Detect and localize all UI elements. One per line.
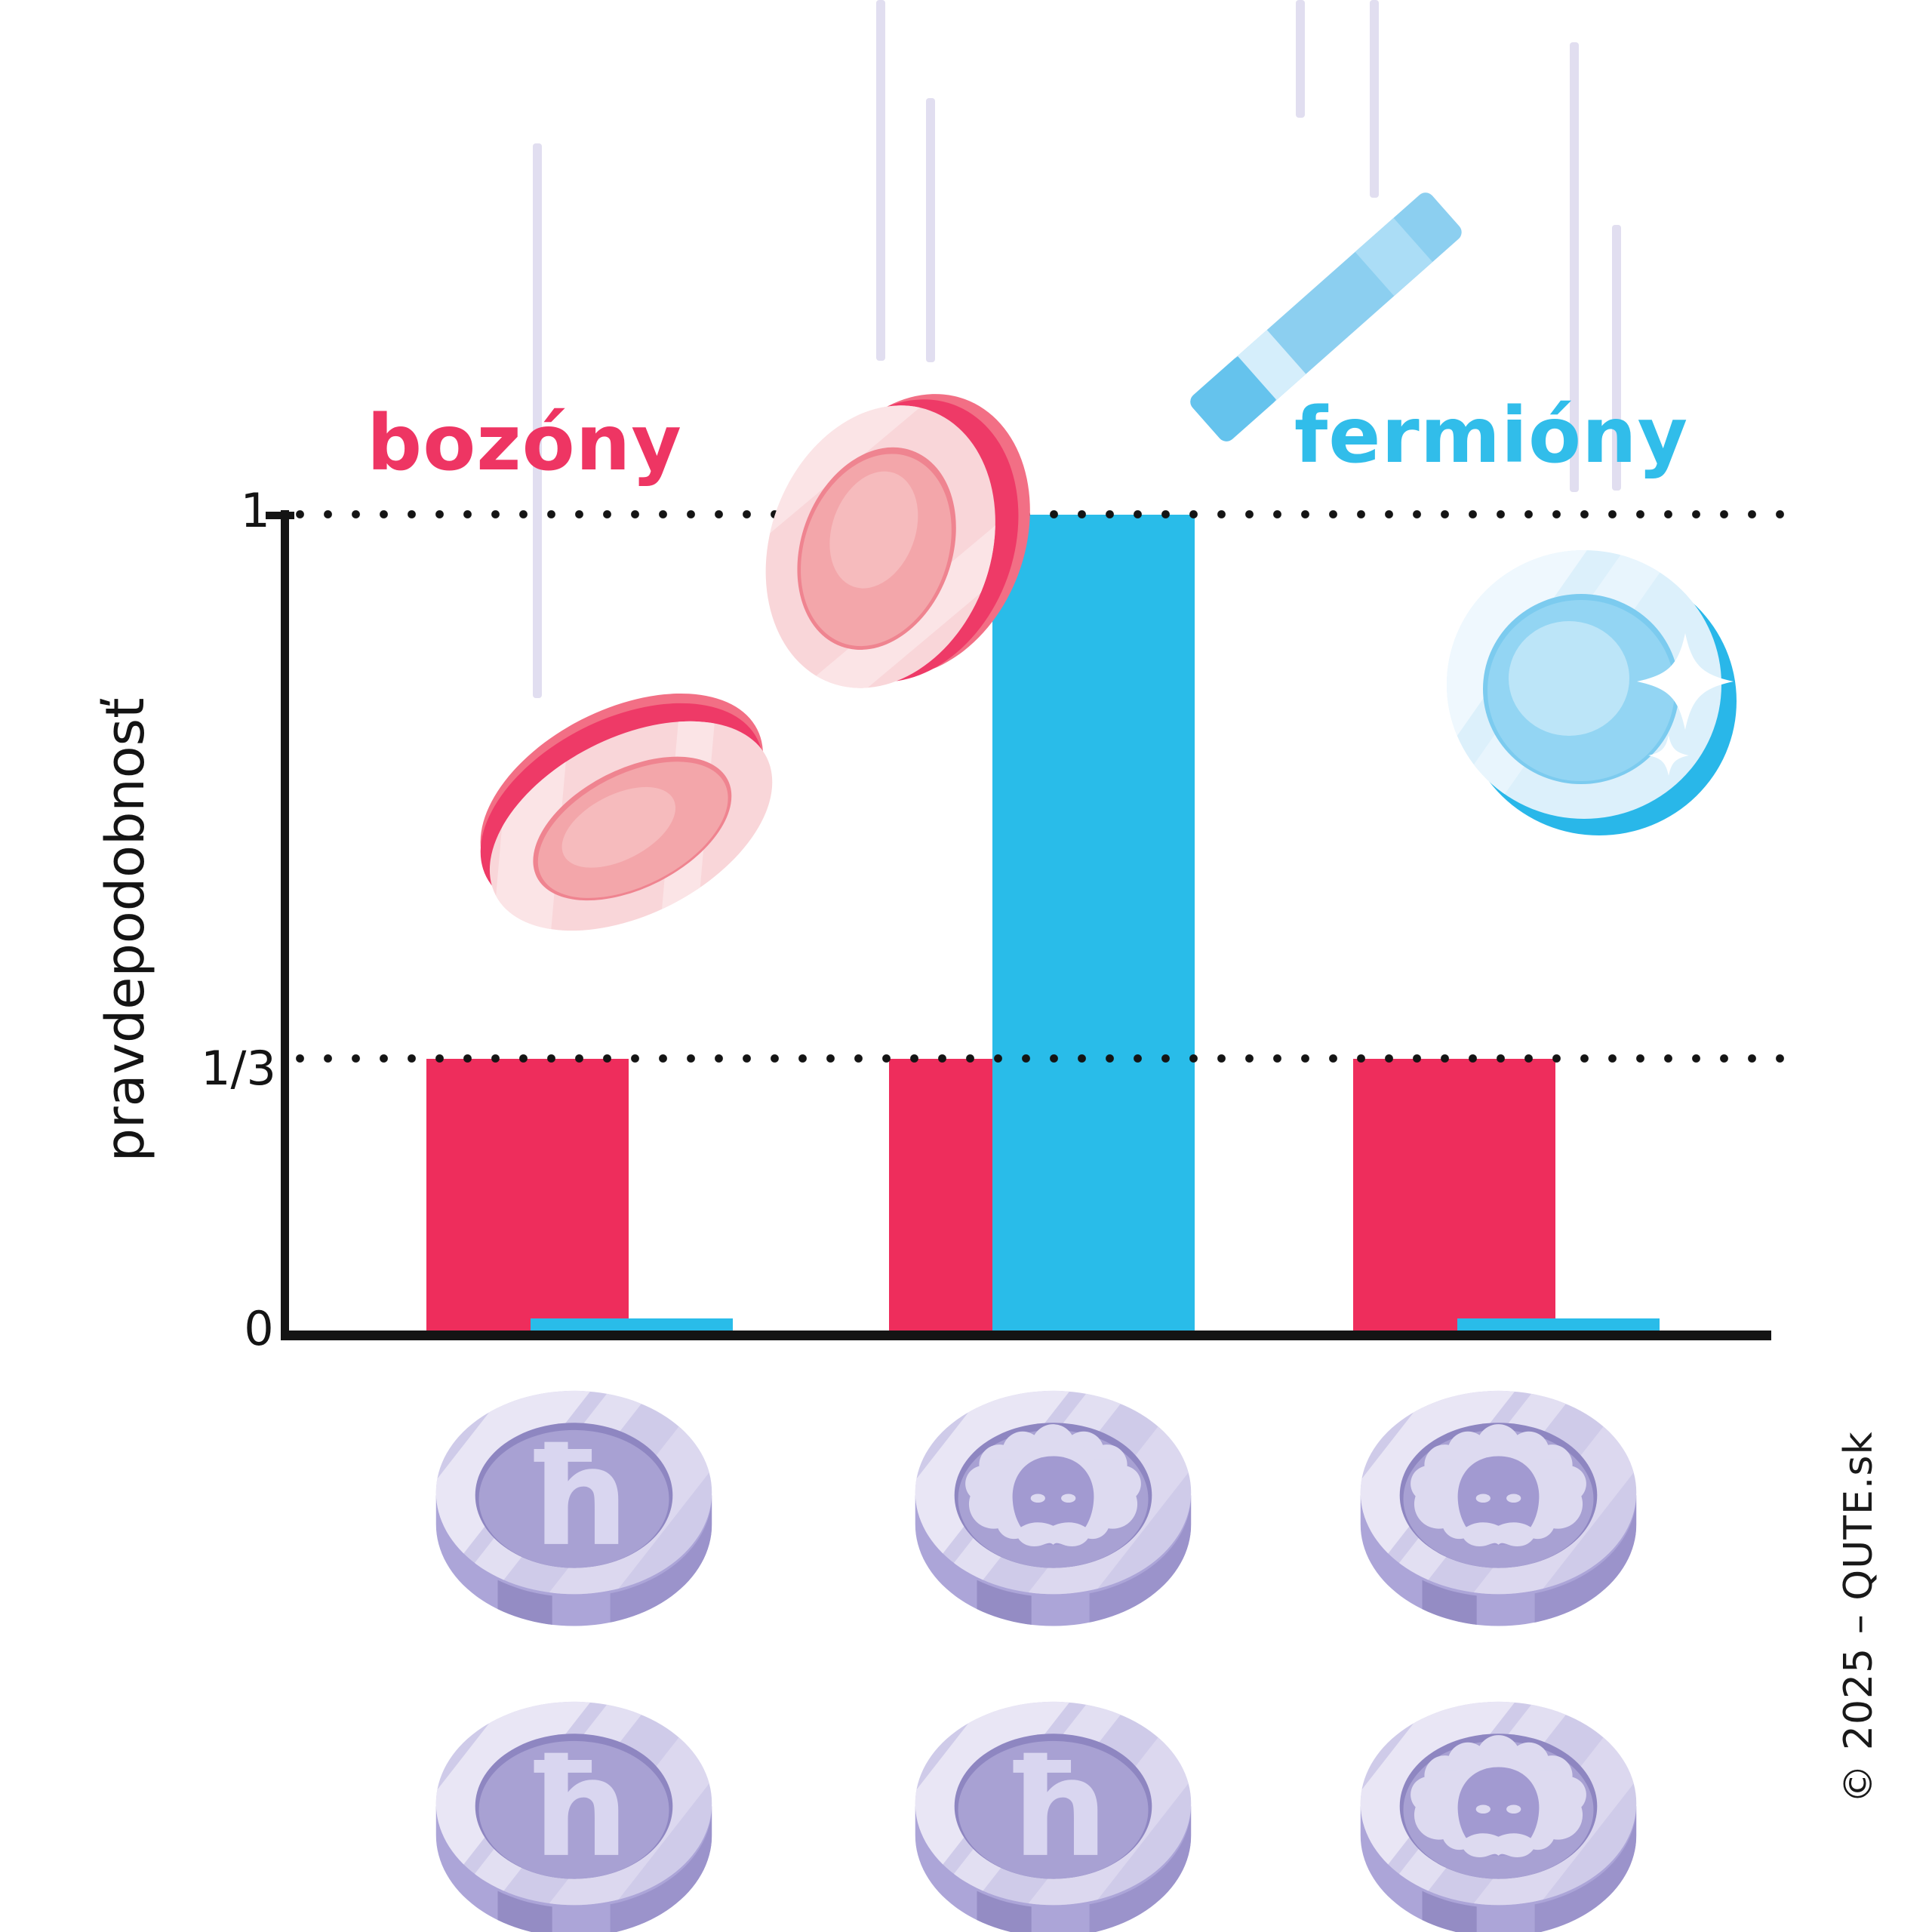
motion-streak xyxy=(1370,0,1379,198)
outcome-coin-icon xyxy=(1353,1700,1644,1932)
y-axis-line xyxy=(281,510,289,1340)
y-axis-title: pravdepodobnosť xyxy=(94,697,156,1162)
x-axis-line xyxy=(281,1331,1771,1340)
legend-bosons: bozóny xyxy=(367,398,682,488)
fermion-coin-icon xyxy=(1447,550,1737,835)
bar-fermiony-outcome-1 xyxy=(531,1318,733,1331)
gridline-probability-1 xyxy=(296,510,1786,518)
bar-bozony-outcome-3 xyxy=(1353,1059,1555,1331)
motion-streak xyxy=(1296,0,1305,118)
y-tick-label-0: 0 xyxy=(244,1301,274,1356)
boson-coin-icon xyxy=(727,373,1034,721)
motion-streak xyxy=(1612,225,1621,491)
outcome-coin-icon xyxy=(908,1700,1198,1932)
outcome-coin-icon xyxy=(908,1389,1198,1636)
boson-coin-icon xyxy=(480,678,773,954)
outcome-coin-icon xyxy=(429,1389,719,1636)
outcome-coin-icon xyxy=(429,1700,719,1932)
y-axis-tick-1 xyxy=(266,512,294,519)
bar-fermiony-outcome-2 xyxy=(992,515,1195,1331)
y-tick-label-1: 1 xyxy=(240,483,270,538)
gridline-probability-1-3 xyxy=(296,1054,1786,1063)
fermion-coin-edge-icon xyxy=(1190,192,1462,441)
sparkle-icon xyxy=(1637,633,1734,730)
legend-fermions: fermióny xyxy=(1294,391,1689,481)
motion-streak xyxy=(1570,42,1579,492)
motion-streak xyxy=(926,98,935,362)
motion-streak xyxy=(876,0,885,361)
motion-streak xyxy=(533,143,542,698)
y-tick-label-1-3: 1/3 xyxy=(201,1041,276,1096)
copyright-text: © 2025 – QUTE.sk xyxy=(1836,1431,1881,1804)
outcome-coin-icon xyxy=(1353,1389,1644,1636)
sparkle-icon xyxy=(1648,735,1689,776)
bar-fermiony-outcome-3 xyxy=(1457,1318,1660,1331)
bar-bozony-outcome-1 xyxy=(426,1059,629,1331)
